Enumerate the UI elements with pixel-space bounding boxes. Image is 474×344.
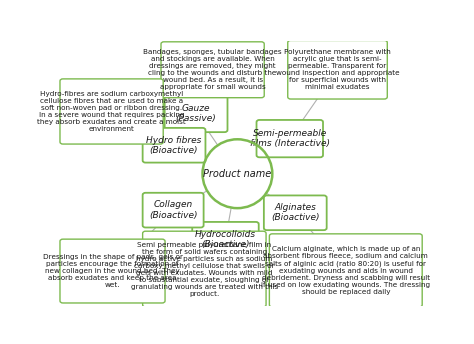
Text: Calcium alginate, which is made up of an
absorbent fibrous fleece, sodium and ca: Calcium alginate, which is made up of an…: [261, 246, 430, 295]
Text: Bandages, sponges, tubular bandages
and stockings are available. When
dressings : Bandages, sponges, tubular bandages and …: [143, 49, 282, 90]
Text: Collagen
(Bioactive): Collagen (Bioactive): [149, 201, 197, 220]
FancyBboxPatch shape: [143, 231, 266, 307]
Text: Gauze
(Passive): Gauze (Passive): [176, 104, 217, 123]
Text: Hydrocolloids
(Bioactive): Hydrocolloids (Bioactive): [195, 229, 256, 249]
Text: Polyurethane membrane with
acrylic glue that is semi-
permeable. Transparent for: Polyurethane membrane with acrylic glue …: [276, 49, 399, 90]
Text: Alginates
(Bioactive): Alginates (Bioactive): [271, 203, 319, 223]
Text: Dressings in the shape of pads, gels or
particles encourage the formation of
new: Dressings in the shape of pads, gels or …: [43, 254, 182, 288]
FancyBboxPatch shape: [164, 95, 228, 132]
FancyBboxPatch shape: [288, 41, 387, 99]
FancyBboxPatch shape: [143, 193, 204, 227]
FancyBboxPatch shape: [269, 234, 422, 307]
FancyBboxPatch shape: [161, 42, 264, 98]
Text: Hydro-fibres are sodium carboxymethyl
cellulose fibres that are used to make a
s: Hydro-fibres are sodium carboxymethyl ce…: [37, 91, 186, 132]
Text: Semi-permeable
films (Interactive): Semi-permeable films (Interactive): [250, 129, 330, 148]
FancyBboxPatch shape: [143, 128, 205, 163]
FancyBboxPatch shape: [60, 239, 165, 303]
Text: Semi permeable polyurethane film in
the form of solid wafers containing
hydro ac: Semi permeable polyurethane film in the …: [131, 241, 278, 297]
FancyBboxPatch shape: [192, 222, 259, 257]
FancyBboxPatch shape: [256, 120, 323, 157]
FancyBboxPatch shape: [264, 195, 327, 230]
Text: Hydro fibres
(Bioactive): Hydro fibres (Bioactive): [146, 136, 202, 155]
Text: Product name: Product name: [203, 169, 272, 179]
FancyBboxPatch shape: [60, 79, 163, 144]
